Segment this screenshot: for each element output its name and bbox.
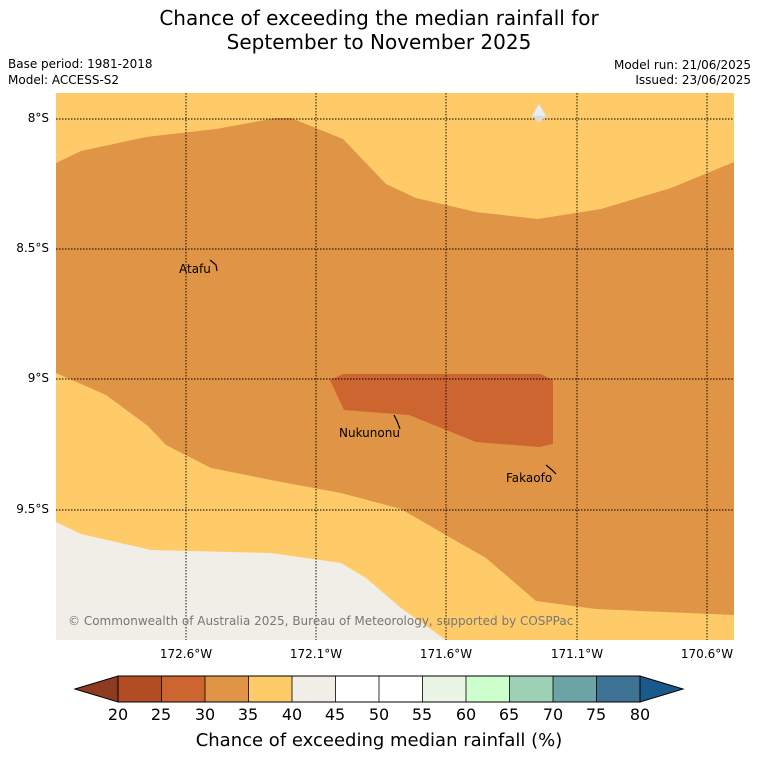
colorbar-bin-30-35 (205, 676, 249, 702)
lat-label-8s: 8°S (27, 111, 49, 125)
place-label-nukunonu: Nukunonu (339, 426, 400, 440)
colorbar-bin-65-70 (509, 676, 553, 702)
colorbar-bin-25-30 (161, 676, 205, 702)
colorbar-tick-20: 20 (107, 705, 129, 724)
model-run: Model run: 21/06/2025 (613, 58, 751, 72)
colorbar-bin-60-65 (466, 676, 510, 702)
band-25-30 (330, 374, 553, 447)
lon-label-171-6w: 171.6°W (419, 647, 473, 661)
colorbar-tick-40: 40 (281, 705, 303, 724)
colorbar-tick-30: 30 (194, 705, 216, 724)
colorbar-bin-70-75 (553, 676, 597, 702)
colorbar-bin-40-45 (292, 676, 336, 702)
lon-label-170-6w: 170.6°W (680, 647, 734, 661)
colorbar-bin-55-60 (422, 676, 466, 702)
atafu-island (209, 259, 218, 272)
fakaofo-island (545, 464, 557, 475)
rainfall-map[interactable] (56, 93, 734, 640)
issued-date: Issued: 23/06/2025 (635, 73, 751, 87)
lon-label-172-6w: 172.6°W (159, 647, 213, 661)
colorbar-bin-75-80 (596, 676, 640, 702)
title-line-1: Chance of exceeding the median rainfall … (159, 6, 599, 30)
base-period: Base period: 1981-2018 (8, 57, 153, 71)
colorbar-tick-50: 50 (368, 705, 390, 724)
colorbar-tick-25: 25 (150, 705, 172, 724)
colorbar-bin-45-50 (335, 676, 379, 702)
colorbar-bin-20-25 (118, 676, 162, 702)
lon-label-171-1w: 171.1°W (550, 647, 604, 661)
lat-label-8-5s: 8.5°S (16, 241, 49, 255)
colorbar-low-extension (74, 675, 119, 703)
colorbar (74, 675, 685, 703)
nukunonu-island (393, 414, 401, 430)
band-40-45 (56, 522, 446, 640)
colorbar-tick-75: 75 (585, 705, 607, 724)
colorbar-tick-35: 35 (237, 705, 259, 724)
colorbar-tick-45: 45 (324, 705, 346, 724)
model-name: Model: ACCESS-S2 (8, 73, 120, 87)
colorbar-high-extension (639, 675, 685, 703)
lat-label-9s: 9°S (27, 371, 49, 385)
lat-label-9-5s: 9.5°S (16, 502, 49, 516)
colorbar-bin-50-55 (379, 676, 423, 702)
colorbar-tick-65: 65 (498, 705, 520, 724)
colorbar-tick-80: 80 (629, 705, 651, 724)
band-30-35 (56, 118, 734, 615)
colorbar-tick-55: 55 (411, 705, 433, 724)
colorbar-label: Chance of exceeding median rainfall (%) (195, 730, 563, 751)
place-label-atafu: Atafu (179, 262, 211, 276)
lon-label-172-1w: 172.1°W (289, 647, 343, 661)
colorbar-tick-70: 70 (542, 705, 564, 724)
north-arrow-icon (530, 103, 548, 123)
copyright-notice: © Commonwealth of Australia 2025, Bureau… (68, 614, 574, 628)
title-line-2: September to November 2025 (226, 30, 532, 54)
colorbar-bin-35-40 (248, 676, 292, 702)
colorbar-tick-60: 60 (455, 705, 477, 724)
place-label-fakaofo: Fakaofo (506, 471, 553, 485)
